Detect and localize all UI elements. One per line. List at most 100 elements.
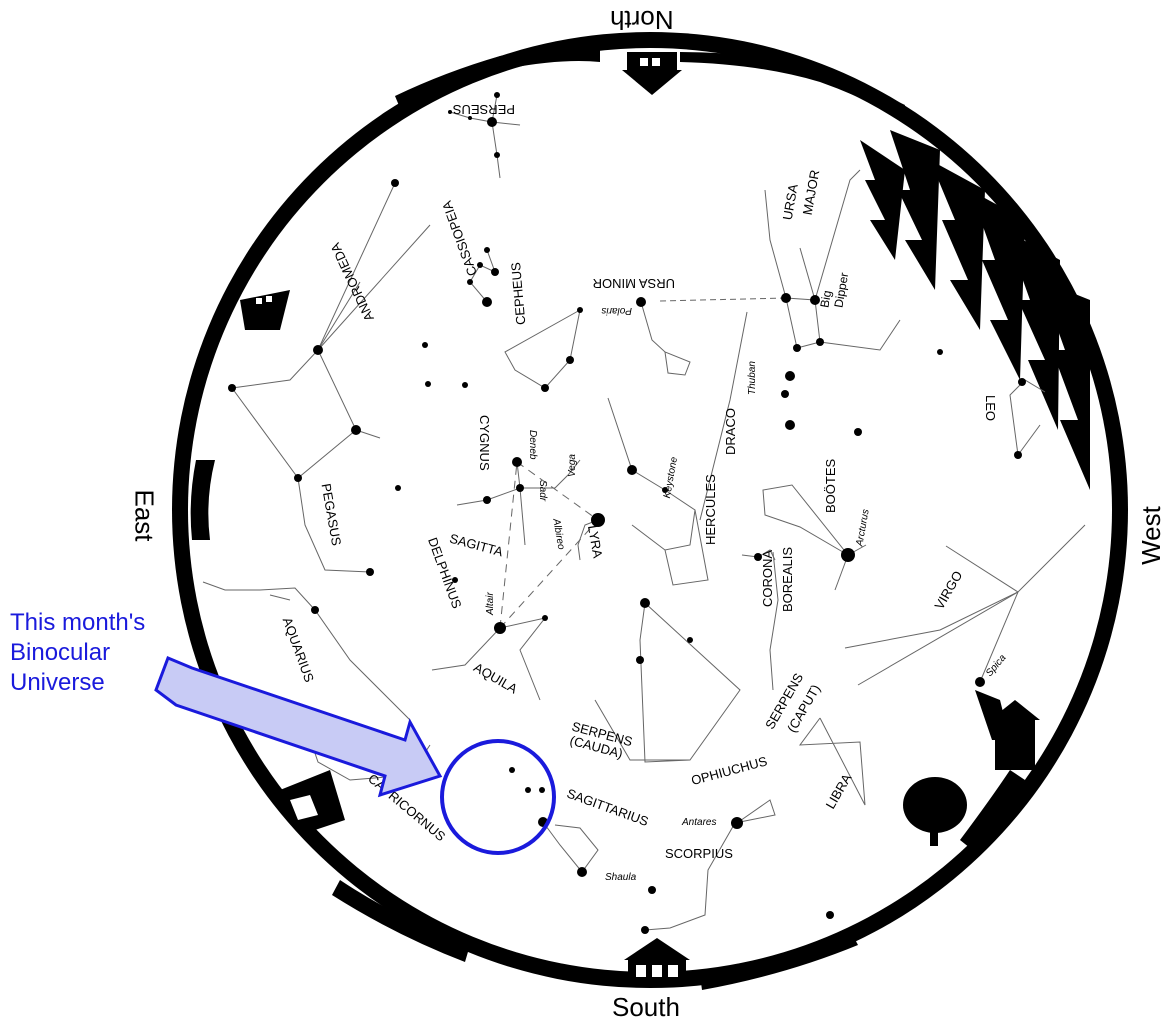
star xyxy=(1014,451,1022,459)
star xyxy=(854,428,862,436)
star xyxy=(366,568,374,576)
star xyxy=(491,268,499,276)
star xyxy=(781,293,791,303)
direction-west: West xyxy=(1135,506,1166,565)
line-ophiuchus xyxy=(639,602,741,763)
star xyxy=(228,384,236,392)
star xyxy=(640,598,650,608)
direction-east: East xyxy=(129,489,160,542)
line-scorpius xyxy=(644,799,776,931)
line-pegasus-3 xyxy=(297,477,371,573)
star xyxy=(627,465,637,475)
star xyxy=(591,513,605,527)
direction-south: South xyxy=(612,992,680,1022)
house-northeast xyxy=(240,290,290,330)
house-southeast xyxy=(280,770,345,835)
label-vega: Vega xyxy=(567,454,578,477)
label-big-dipper-2: Dipper xyxy=(831,271,851,308)
line-ursa-minor xyxy=(640,301,691,376)
line-serpens-caput xyxy=(769,551,779,691)
star xyxy=(468,116,472,120)
star-labels: Polaris Thuban Deneb Sadr Albireo Vega K… xyxy=(485,305,1009,883)
label-ursa-major-1: URSA xyxy=(780,183,801,221)
star xyxy=(636,297,646,307)
star xyxy=(395,485,401,491)
line-perseus xyxy=(449,94,498,123)
star xyxy=(482,297,492,307)
star xyxy=(541,384,549,392)
star xyxy=(566,356,574,364)
label-draco: DRACO xyxy=(723,408,738,455)
star xyxy=(810,295,820,305)
star xyxy=(512,457,522,467)
line-aquila xyxy=(499,617,547,701)
star xyxy=(311,606,319,614)
line-sagittarius xyxy=(542,821,599,873)
binocular-target-circle xyxy=(440,739,556,855)
star xyxy=(1018,378,1026,386)
tree-southwest xyxy=(903,777,967,846)
label-bootes: BOÖTES xyxy=(823,458,838,513)
star xyxy=(351,425,361,435)
star xyxy=(781,390,789,398)
star xyxy=(422,342,428,348)
label-lyra: LYRA xyxy=(585,524,606,559)
label-cepheus: CEPHEUS xyxy=(508,261,528,325)
line-corona xyxy=(741,549,776,561)
line-ursa-major-4 xyxy=(799,247,816,301)
line-draco xyxy=(699,311,748,521)
binocular-universe-callout: This month's Binocular Universe xyxy=(10,608,145,698)
callout-line-2: Binocular xyxy=(10,639,111,666)
star xyxy=(731,817,743,829)
star xyxy=(487,117,497,127)
label-scorpius: SCORPIUS xyxy=(665,846,733,861)
star xyxy=(477,262,483,268)
star xyxy=(494,152,500,158)
star xyxy=(539,787,545,793)
line-aquila-2 xyxy=(431,627,501,671)
label-ursa-minor: URSA MINOR xyxy=(593,276,675,291)
star xyxy=(509,767,515,773)
star xyxy=(816,338,824,346)
line-cygnus-2 xyxy=(520,459,581,489)
callout-line-3: Universe xyxy=(10,669,105,696)
line-virgo-2 xyxy=(979,591,1019,683)
label-antares: Antares xyxy=(681,817,716,828)
star xyxy=(483,496,491,504)
star xyxy=(648,886,656,894)
star xyxy=(525,787,531,793)
star xyxy=(636,656,644,664)
star xyxy=(542,615,548,621)
star xyxy=(494,622,506,634)
direction-north: North xyxy=(610,5,674,35)
line-andromeda-3 xyxy=(317,281,361,351)
star xyxy=(425,381,431,387)
tree-line-west xyxy=(860,130,1090,490)
label-perseus: PERSEUS xyxy=(453,102,515,117)
star xyxy=(462,382,468,388)
star xyxy=(841,548,855,562)
line-leo-2 xyxy=(1017,424,1041,456)
line-ursa-major-3 xyxy=(819,319,901,351)
star xyxy=(754,553,762,561)
star xyxy=(294,474,302,482)
line-pegasus xyxy=(231,349,357,479)
line-virgo-4 xyxy=(857,591,1019,686)
callout-arrow xyxy=(154,656,443,798)
church xyxy=(975,690,1040,770)
star xyxy=(793,344,801,352)
label-leo: LEO xyxy=(983,395,998,421)
star xyxy=(826,911,834,919)
star xyxy=(391,179,399,187)
label-polaris: Polaris xyxy=(601,305,632,316)
label-corona-2: BOREALIS xyxy=(780,547,795,612)
label-big-dipper-1: Big xyxy=(817,289,834,309)
house-south xyxy=(624,938,690,986)
callout-line-1: This month's xyxy=(10,609,146,636)
line-andromeda xyxy=(231,182,396,389)
star xyxy=(937,349,943,355)
star xyxy=(313,345,323,355)
label-thuban: Thuban xyxy=(747,361,758,395)
line-hercules-2 xyxy=(664,509,709,586)
line-altair-vega xyxy=(499,519,599,629)
